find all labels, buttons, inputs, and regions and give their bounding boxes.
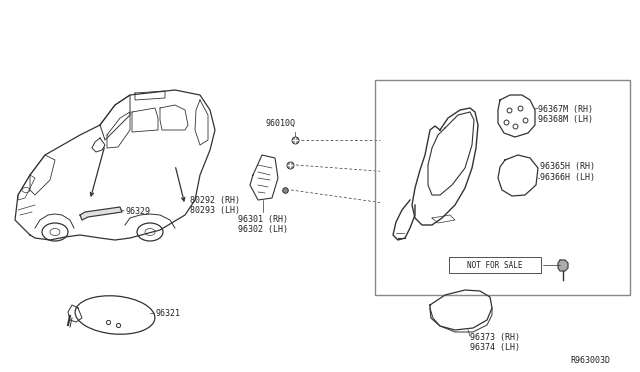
Text: 96365H (RH)
96366H (LH): 96365H (RH) 96366H (LH) xyxy=(540,162,595,182)
Text: NOT FOR SALE: NOT FOR SALE xyxy=(467,260,523,269)
Text: 96373 (RH)
96374 (LH): 96373 (RH) 96374 (LH) xyxy=(470,333,520,352)
Text: 96367M (RH)
96368M (LH): 96367M (RH) 96368M (LH) xyxy=(538,105,593,124)
Text: 96301 (RH)
96302 (LH): 96301 (RH) 96302 (LH) xyxy=(238,215,288,234)
Text: R963003D: R963003D xyxy=(570,356,610,365)
Text: 96321: 96321 xyxy=(155,308,180,317)
Text: 96329: 96329 xyxy=(125,206,150,215)
Text: 96010Q: 96010Q xyxy=(265,119,295,128)
Text: 80292 (RH)
80293 (LH): 80292 (RH) 80293 (LH) xyxy=(190,196,240,215)
Polygon shape xyxy=(80,207,122,220)
Polygon shape xyxy=(558,260,568,271)
